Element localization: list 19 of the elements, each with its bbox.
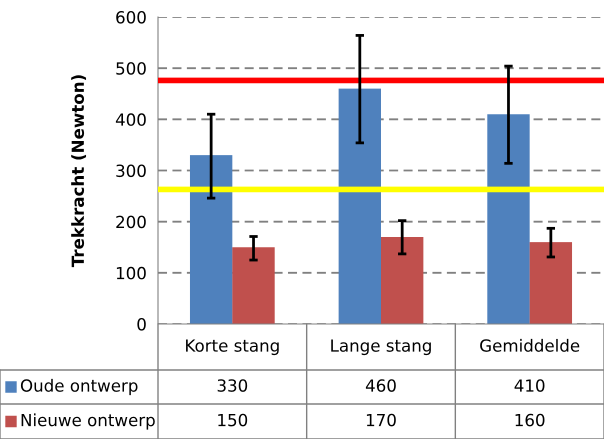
data-label: 150 <box>218 414 248 426</box>
data-label: 170 <box>366 414 396 426</box>
data-label: 410 <box>514 379 544 392</box>
y-tick-label: 200 <box>116 216 146 228</box>
x-tick-label: Gemiddelde <box>480 338 580 352</box>
y-tick-label: 100 <box>116 266 146 280</box>
y-axis-title: Trekkracht (Newton) <box>71 75 86 268</box>
y-tick-label: 300 <box>116 164 146 178</box>
data-label: 460 <box>366 379 396 392</box>
data-label: 160 <box>516 414 544 426</box>
x-tick-label: Lange stang <box>331 339 431 356</box>
y-tick-label: 500 <box>116 62 146 75</box>
y-tick-label: 0 <box>137 318 146 331</box>
y-tick-label: 400 <box>116 113 146 126</box>
legend-label: Oude ontwerp <box>20 378 138 396</box>
legend-label: Nieuwe ontwerp <box>22 413 155 430</box>
data-label: 330 <box>218 379 248 392</box>
y-tick-label: 600 <box>116 10 146 24</box>
x-tick-label: Korte stang <box>186 339 279 356</box>
